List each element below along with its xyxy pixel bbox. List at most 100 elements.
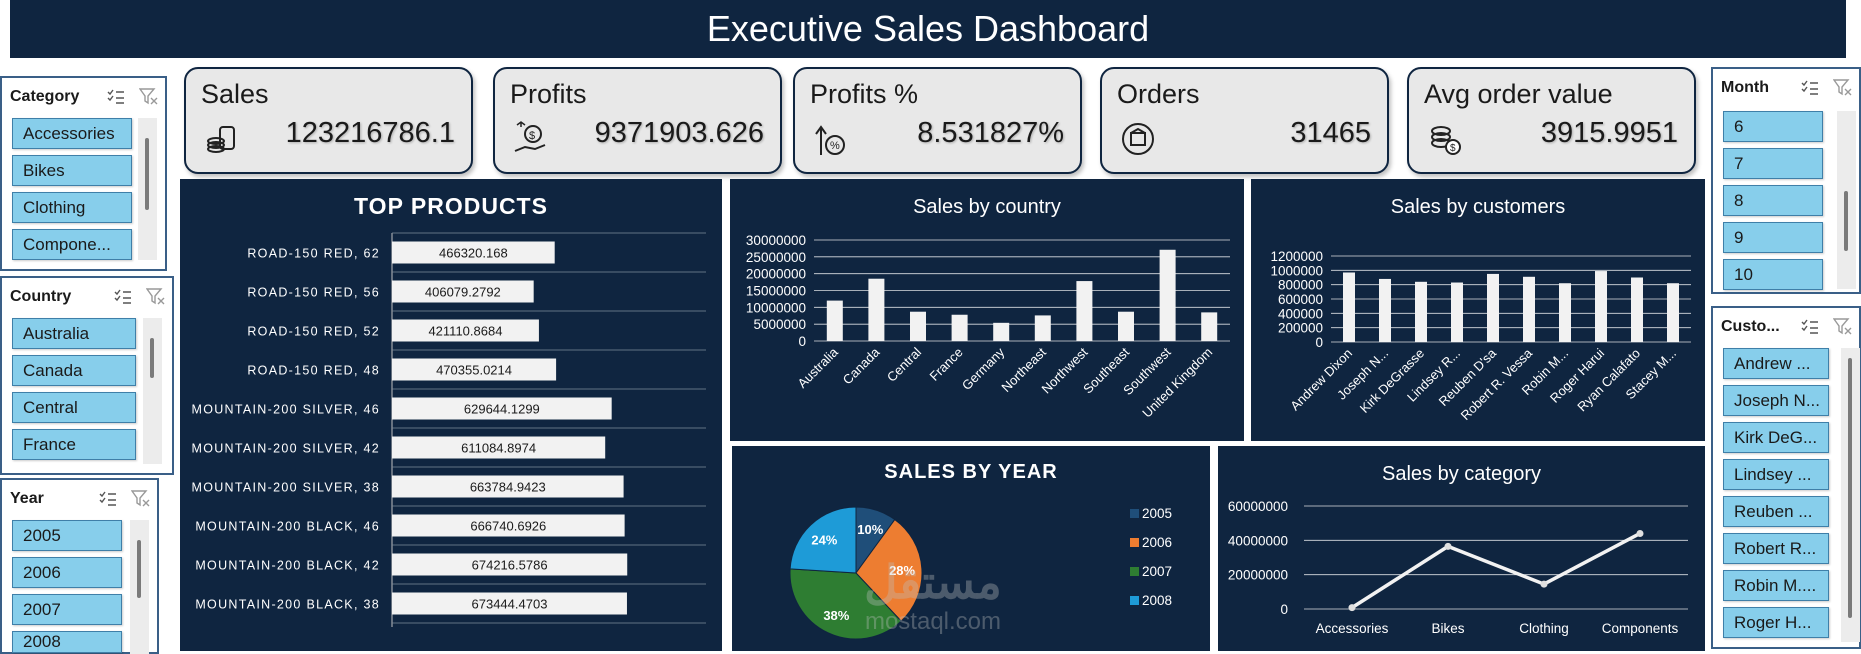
line-point xyxy=(1540,580,1548,588)
top-products-bar xyxy=(392,280,534,303)
top-products-bar xyxy=(392,397,612,420)
sales-by-category-chart: 0 20000000 40000000 60000000 Accessories Bike… xyxy=(1228,499,1688,636)
y-tick-label: 1000000 xyxy=(1270,263,1323,278)
slicer-item-accessories[interactable]: Accessories xyxy=(12,118,132,149)
slicer-item-clothing[interactable]: Clothing xyxy=(12,192,132,223)
slicer-item-customer-6[interactable]: Robert R... xyxy=(1723,533,1829,564)
slicer-item-canada[interactable]: Canada xyxy=(12,355,136,386)
slicer-item-france[interactable]: France xyxy=(12,429,136,460)
watermark-logo-text: مستقل xyxy=(864,556,1002,608)
slicer-item-month-10[interactable]: 10 xyxy=(1723,259,1823,290)
sales-by-country-panel: Sales by country 0 5000000 10000000 1500000… xyxy=(730,179,1244,441)
slicer-item-customer-1[interactable]: Andrew ... xyxy=(1723,348,1829,379)
multi-select-icon[interactable] xyxy=(114,289,132,305)
pie-slice xyxy=(855,518,923,622)
customer-scrollbar[interactable] xyxy=(1841,348,1860,642)
slicer-item-customer-2[interactable]: Joseph N... xyxy=(1723,385,1829,416)
category-scroll-thumb[interactable] xyxy=(145,138,149,210)
year-scroll-thumb[interactable] xyxy=(137,540,141,598)
slicer-item-components[interactable]: Compone... xyxy=(12,229,132,260)
bar xyxy=(1118,311,1134,341)
sales-by-category-title: Sales by category xyxy=(1382,463,1541,485)
sales-by-customers-title: Sales by customers xyxy=(1390,196,1566,218)
slicer-item-month-6[interactable]: 6 xyxy=(1723,111,1823,142)
sales-by-year-panel: SALES BY YEAR 10% 28% 38% 24% 2005 2006 2007 20… xyxy=(732,446,1210,651)
y-tick-label: 30000000 xyxy=(746,233,806,248)
pie-data-label: 24% xyxy=(811,532,837,547)
line-point xyxy=(1444,542,1452,550)
y-tick-label: 1200000 xyxy=(1270,249,1323,264)
legend-swatch xyxy=(1130,596,1139,605)
bar xyxy=(910,311,926,341)
x-tick-label: France xyxy=(926,345,965,384)
slicer-item-2007[interactable]: 2007 xyxy=(12,594,122,625)
slicer-item-2005[interactable]: 2005 xyxy=(12,520,122,551)
multi-select-icon[interactable] xyxy=(1801,319,1819,335)
bar xyxy=(1487,273,1499,342)
slicer-item-month-7[interactable]: 7 xyxy=(1723,148,1823,179)
watermark: مستقل mostaql.com xyxy=(848,556,1018,646)
slicer-item-month-8[interactable]: 8 xyxy=(1723,185,1823,216)
top-products-category-label: MOUNTAIN-200 SILVER, 42 xyxy=(191,442,380,456)
y-tick-label: 25000000 xyxy=(746,250,806,265)
clear-filter-icon[interactable] xyxy=(146,288,166,306)
kpi-orders-value: 31465 xyxy=(1290,117,1371,149)
bar xyxy=(1667,283,1679,342)
multi-select-icon[interactable] xyxy=(1801,80,1819,96)
bar xyxy=(951,314,968,341)
multi-select-icon[interactable] xyxy=(107,89,125,105)
slicer-item-bikes[interactable]: Bikes xyxy=(12,155,132,186)
top-products-data-label: 421110.8684 xyxy=(428,324,502,339)
top-products-bar xyxy=(392,241,555,264)
top-products-data-label: 611084.8974 xyxy=(461,441,536,456)
top-products-bar xyxy=(392,514,625,537)
top-products-category-label: MOUNTAIN-200 BLACK, 38 xyxy=(195,598,380,612)
legend-label: 2007 xyxy=(1142,564,1172,579)
top-products-bar xyxy=(392,592,627,615)
bar xyxy=(1415,281,1427,342)
month-scroll-thumb[interactable] xyxy=(1844,191,1848,251)
percent-growth-icon: % xyxy=(815,125,845,155)
y-tick-label: 60000000 xyxy=(1228,499,1288,514)
slicer-item-month-9[interactable]: 9 xyxy=(1723,222,1823,253)
top-products-data-label: 629644.1299 xyxy=(464,402,540,417)
slicer-item-central[interactable]: Central xyxy=(12,392,136,423)
bar xyxy=(1559,283,1571,342)
slicer-item-customer-4[interactable]: Lindsey ... xyxy=(1723,459,1829,490)
line-point xyxy=(1348,604,1356,612)
kpi-avg-order-label: Avg order value xyxy=(1424,79,1613,109)
slicer-item-australia[interactable]: Australia xyxy=(12,318,136,349)
top-products-category-label: ROAD-150 RED, 52 xyxy=(247,325,380,339)
customer-scroll-thumb[interactable] xyxy=(1848,358,1852,618)
category-scrollbar[interactable] xyxy=(138,118,157,260)
slicer-item-customer-7[interactable]: Robin M.... xyxy=(1723,570,1829,601)
month-scrollbar[interactable] xyxy=(1837,111,1856,289)
country-scroll-thumb[interactable] xyxy=(150,338,154,378)
pie-data-label: 10% xyxy=(857,522,883,537)
clear-filter-icon[interactable] xyxy=(139,88,159,106)
bar xyxy=(1451,282,1463,342)
top-products-title: TOP PRODUCTS xyxy=(354,193,548,219)
multi-select-icon[interactable] xyxy=(99,491,117,507)
slicer-item-2008[interactable]: 2008 xyxy=(12,631,122,653)
year-scrollbar[interactable] xyxy=(130,520,149,654)
slicer-item-customer-8[interactable]: Roger H... xyxy=(1723,607,1829,638)
country-scrollbar[interactable] xyxy=(143,318,162,464)
customer-slicer: Custo... Andrew ... Joseph N... Kirk DeG… xyxy=(1711,306,1861,649)
month-slicer: Month 6 7 8 9 10 xyxy=(1711,67,1861,294)
slicer-item-customer-3[interactable]: Kirk DeG... xyxy=(1723,422,1829,453)
slicer-item-2006[interactable]: 2006 xyxy=(12,557,122,588)
year-slicer-title: Year xyxy=(10,490,44,507)
clear-filter-icon[interactable] xyxy=(1833,79,1853,97)
bar xyxy=(1076,281,1093,341)
slicer-item-customer-5[interactable]: Reuben ... xyxy=(1723,496,1829,527)
clear-filter-icon[interactable] xyxy=(1833,318,1853,336)
y-tick-label: 0 xyxy=(1280,602,1288,617)
clear-filter-icon[interactable] xyxy=(131,490,151,508)
x-tick-label: Clothing xyxy=(1519,621,1569,636)
legend-swatch xyxy=(1130,567,1139,576)
kpi-profits-pct-value: 8.531827% xyxy=(917,117,1064,149)
bar xyxy=(1523,276,1535,342)
top-products-bar xyxy=(392,553,628,576)
top-products-data-label: 674216.5786 xyxy=(472,558,548,573)
